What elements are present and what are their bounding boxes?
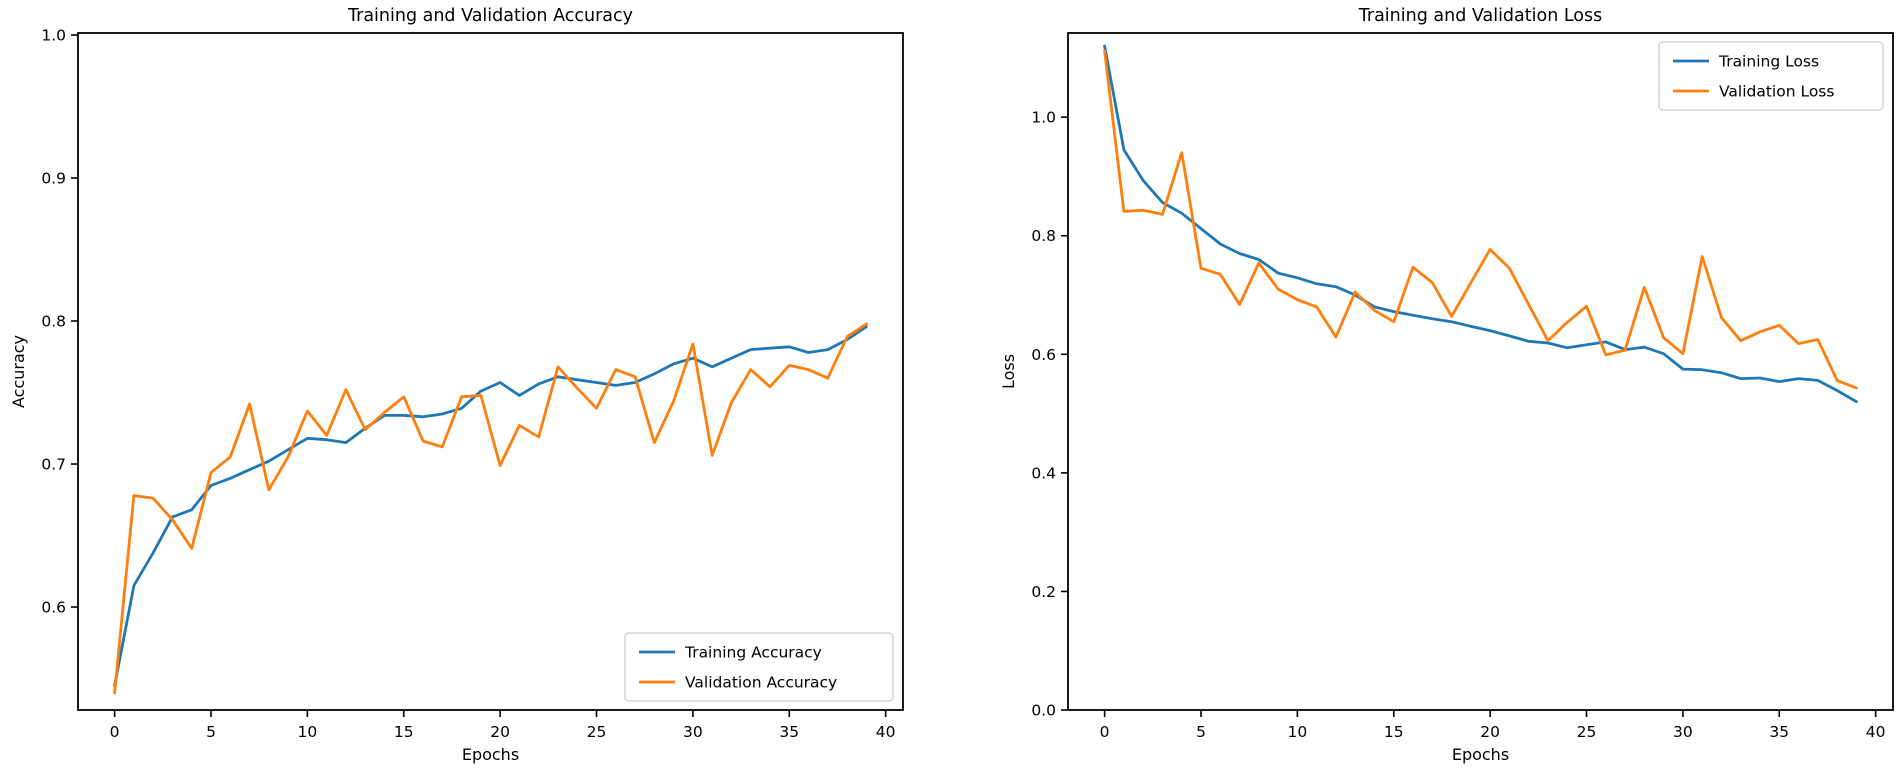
legend-entry-validation-loss: Validation Loss bbox=[1673, 83, 1834, 101]
y-axis-label: Accuracy bbox=[9, 335, 28, 408]
legend: Training Loss Validation Loss bbox=[1658, 41, 1884, 111]
legend-box bbox=[624, 632, 894, 702]
y-tick-label: 1.0 bbox=[1031, 109, 1056, 127]
x-tick-label: 15 bbox=[394, 723, 414, 741]
x-tick-label: 20 bbox=[490, 723, 510, 741]
x-tick-label: 35 bbox=[779, 723, 799, 741]
legend-label: Training Accuracy bbox=[684, 644, 822, 662]
training-accuracy-line bbox=[113, 325, 868, 688]
validation-loss-line bbox=[1103, 49, 1858, 390]
legend: Training Accuracy Validation Accuracy bbox=[624, 632, 894, 702]
x-tick-label: 40 bbox=[1866, 723, 1886, 741]
x-tick-label: 20 bbox=[1480, 723, 1500, 741]
legend-entry-training-accuracy: Training Accuracy bbox=[639, 644, 822, 662]
x-tick-label: 25 bbox=[1577, 723, 1597, 741]
legend-box bbox=[1658, 41, 1884, 111]
y-tick-label: 0.8 bbox=[1031, 227, 1056, 245]
x-tick-label: 30 bbox=[1673, 723, 1693, 741]
x-tick-label: 10 bbox=[1288, 723, 1308, 741]
x-tick-label: 10 bbox=[298, 723, 318, 741]
legend-label: Validation Loss bbox=[1719, 83, 1834, 101]
legend-entry-validation-accuracy: Validation Accuracy bbox=[639, 674, 837, 692]
y-tick-label: 0.4 bbox=[1031, 464, 1056, 482]
y-tick-label: 0.7 bbox=[41, 456, 66, 474]
x-tick-label: 5 bbox=[1196, 723, 1206, 741]
x-tick-label: 40 bbox=[876, 723, 896, 741]
x-tick-label: 30 bbox=[683, 723, 703, 741]
plot-frame bbox=[1067, 32, 1894, 711]
training-and-validation-accuracy-axes: 0 5 10 15 20 25 30 35 40 0.6 0.7 0.8 0.9 1.0 Training … bbox=[9, 6, 904, 764]
y-tick-label: 0.6 bbox=[1031, 346, 1056, 364]
plot-frame bbox=[77, 32, 904, 711]
legend-label: Validation Accuracy bbox=[685, 674, 837, 692]
x-tick-label: 0 bbox=[110, 723, 120, 741]
validation-accuracy-line bbox=[113, 322, 868, 695]
chart-title: Training and Validation Loss bbox=[1358, 6, 1602, 26]
x-tick-label: 0 bbox=[1100, 723, 1110, 741]
x-axis-label: Epochs bbox=[462, 745, 519, 764]
training-and-validation-loss-axes: 0 5 10 15 20 25 30 35 40 0.0 0.2 0.4 0.6 0.8 1.0 Traini… bbox=[999, 6, 1894, 764]
training-loss-line bbox=[1103, 44, 1858, 404]
y-tick-label: 0.6 bbox=[41, 599, 66, 617]
y-tick-label: 0.0 bbox=[1031, 702, 1056, 720]
x-tick-label: 35 bbox=[1769, 723, 1789, 741]
x-tick-label: 15 bbox=[1384, 723, 1404, 741]
chart-title: Training and Validation Accuracy bbox=[347, 6, 633, 26]
y-tick-label: 0.8 bbox=[41, 313, 66, 331]
x-tick-label: 25 bbox=[587, 723, 607, 741]
legend-label: Training Loss bbox=[1718, 53, 1819, 71]
x-tick-label: 5 bbox=[206, 723, 216, 741]
y-tick-label: 0.2 bbox=[1031, 583, 1056, 601]
y-tick-label: 1.0 bbox=[41, 27, 66, 45]
x-axis-label: Epochs bbox=[1452, 745, 1509, 764]
y-tick-label: 0.9 bbox=[41, 170, 66, 188]
legend-entry-training-loss: Training Loss bbox=[1673, 53, 1819, 71]
y-axis-label: Loss bbox=[999, 354, 1018, 389]
